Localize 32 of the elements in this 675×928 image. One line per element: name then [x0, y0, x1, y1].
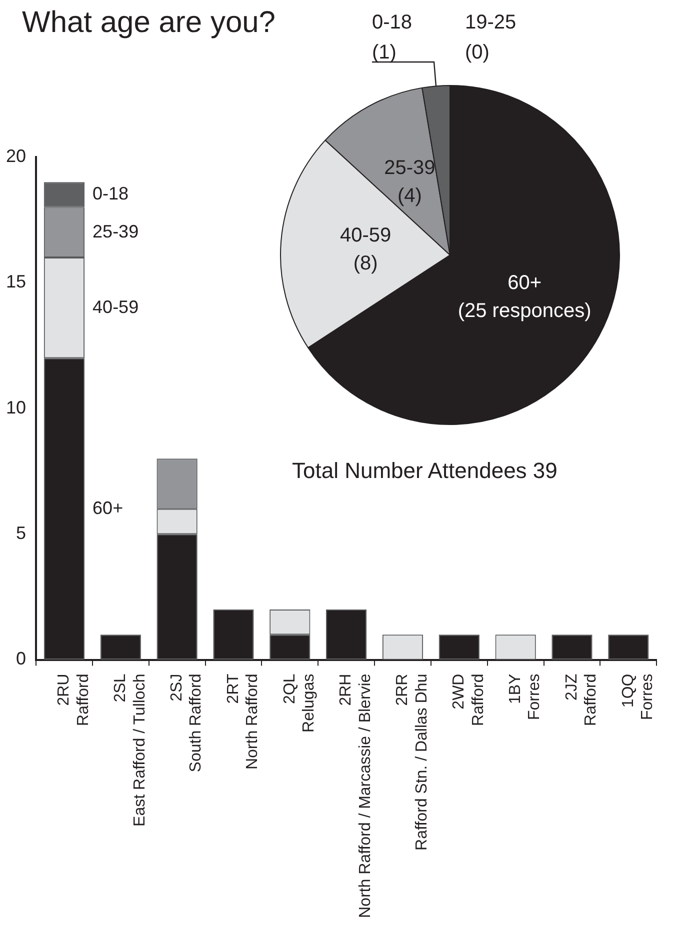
x-tick-label: 2QL Relugas [281, 674, 318, 732]
slice-label: 0-18 [372, 12, 412, 34]
x-tick-label: 2SJ South Rafford [168, 674, 205, 772]
x-tick-label: 1QQ Forres [620, 674, 656, 720]
x-tick-label: 2RU Rafford [56, 674, 92, 726]
data-label: (1) [372, 42, 396, 64]
y-tick-label: 20 [6, 146, 26, 166]
y-tick-label: 15 [6, 272, 26, 292]
series-label: 0-18 [92, 184, 129, 204]
x-tick-label: 2RT North Rafford [224, 674, 262, 770]
slice-label: 25-39 [384, 156, 436, 179]
x-tick-label: 2JZ Rafford [563, 674, 600, 726]
x-tick-label: 2WD Rafford [450, 674, 487, 726]
x-tick-label: 2RH North Rafford / Marcassie / Blervie [338, 674, 374, 918]
y-tick-label: 10 [6, 397, 26, 418]
chart-title: What age are you? [22, 6, 276, 40]
series-label: 60+ [92, 498, 124, 518]
data-label: (8) [353, 252, 378, 275]
annotation: Total Number Attendees 39 [292, 458, 558, 484]
x-tick-label: 2RR Rafford Stn. / Dallas Dhu [394, 674, 430, 850]
series-label: 40-59 [92, 296, 139, 317]
x-tick-label: 2SL East Rafford / Tulloch [112, 674, 148, 826]
category-label: 19-25 [465, 12, 516, 34]
text: (0) [465, 42, 490, 64]
y-tick-label: 5 [16, 523, 26, 544]
series-label: 25-39 [92, 221, 139, 242]
x-tick-label: 1BY Forres [506, 673, 544, 720]
slice-label: 60+ [508, 272, 542, 294]
slice-label: 40-59 [340, 224, 392, 247]
data-label: (4) [397, 184, 422, 207]
data-label: (25 responces) [458, 300, 592, 322]
y-tick-label: 0 [16, 648, 26, 669]
